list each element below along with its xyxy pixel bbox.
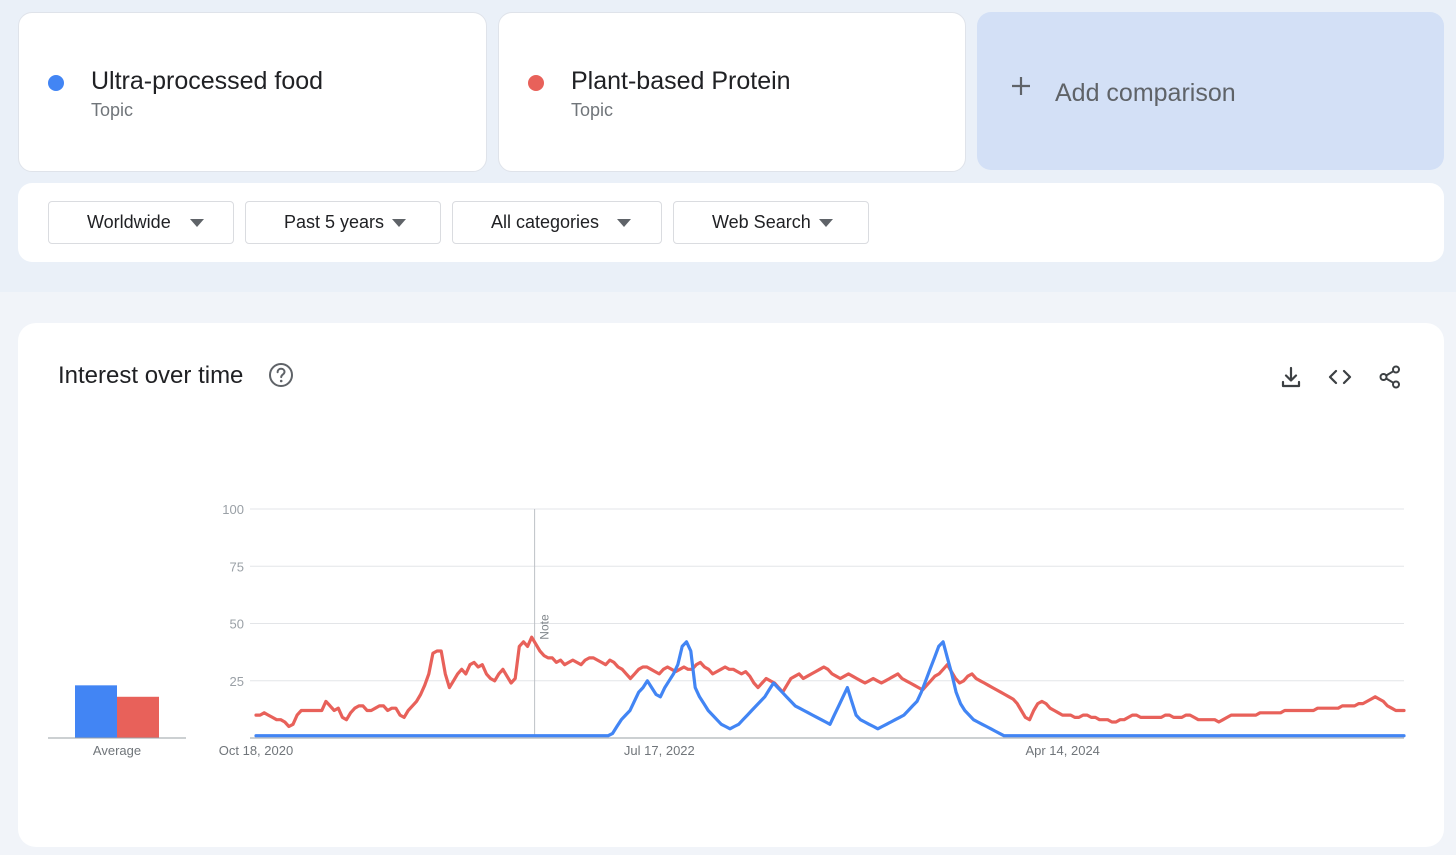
average-bar xyxy=(75,685,117,738)
term-type: Topic xyxy=(91,100,134,120)
filter-bar: Worldwide Past 5 years All categories We… xyxy=(18,183,1444,262)
plus-icon xyxy=(1012,77,1030,95)
average-bar xyxy=(117,696,159,738)
y-tick-label: 75 xyxy=(230,559,244,574)
filter-time-range[interactable]: Past 5 years xyxy=(245,201,441,244)
note-label: Note xyxy=(538,614,552,640)
share-icon[interactable] xyxy=(1377,364,1403,390)
interest-over-time-card: Interest over time xyxy=(18,323,1444,847)
term-card-1[interactable]: Ultra-processed food Topic xyxy=(18,12,487,172)
embed-code-icon[interactable] xyxy=(1327,364,1353,390)
caret-down-icon xyxy=(617,219,631,227)
download-icon[interactable] xyxy=(1278,364,1304,390)
x-tick-label: Oct 18, 2020 xyxy=(219,743,293,758)
y-tick-label: 50 xyxy=(230,617,244,632)
add-comparison-button[interactable]: Add comparison xyxy=(977,12,1444,170)
series-line-plant-based-protein xyxy=(254,635,1406,729)
filter-category[interactable]: All categories xyxy=(452,201,662,244)
term-name[interactable]: Plant-based Protein xyxy=(571,67,791,95)
caret-down-icon xyxy=(392,219,406,227)
caret-down-icon xyxy=(190,219,204,227)
y-tick-label: 25 xyxy=(230,674,244,689)
x-tick-label: Apr 14, 2024 xyxy=(1025,743,1099,758)
filter-label: Past 5 years xyxy=(284,212,385,232)
filter-label: Worldwide xyxy=(87,212,171,232)
help-icon[interactable] xyxy=(268,362,294,388)
filter-label: Web Search xyxy=(712,212,811,232)
caret-down-icon xyxy=(819,219,833,227)
series-line-ultra-processed-food xyxy=(254,640,1406,738)
term-name[interactable]: Ultra-processed food xyxy=(91,67,324,95)
term-card-2[interactable]: Plant-based Protein Topic xyxy=(498,12,966,172)
series-color-dot xyxy=(48,75,64,91)
filter-label: All categories xyxy=(491,212,600,232)
add-comparison-label: Add comparison xyxy=(1055,79,1236,107)
term-type: Topic xyxy=(571,100,614,120)
filter-search-type[interactable]: Web Search xyxy=(673,201,869,244)
card-title: Interest over time xyxy=(58,362,244,389)
y-tick-label: 100 xyxy=(222,502,244,517)
series-color-dot xyxy=(528,75,544,91)
average-label: Average xyxy=(93,743,141,758)
filter-region[interactable]: Worldwide xyxy=(48,201,234,244)
x-tick-label: Jul 17, 2022 xyxy=(624,743,695,758)
